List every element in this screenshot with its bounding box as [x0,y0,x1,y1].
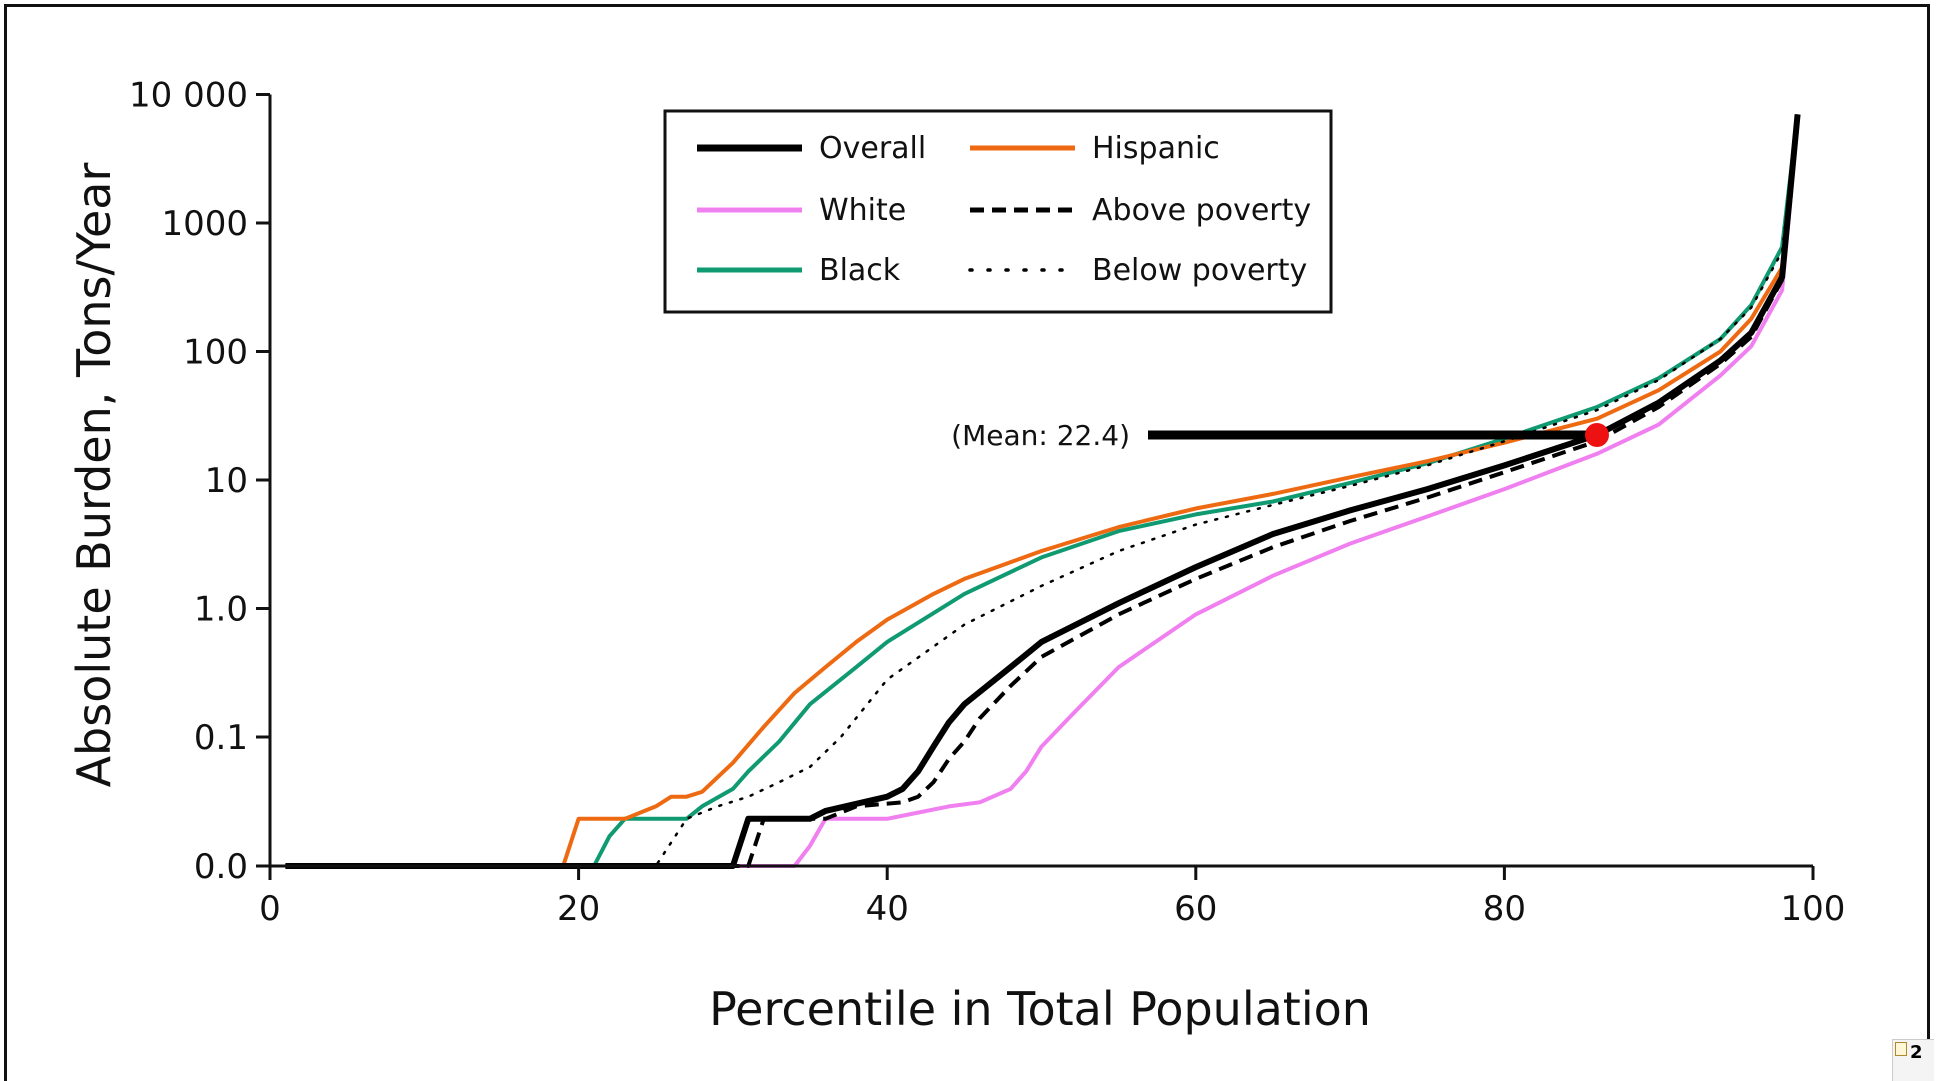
axes: 0 20 40 60 80 100 0.0 0.1 1.0 10 100 1000 10 000 [129,76,1845,930]
x-tick-label: 0 [259,889,281,929]
corner-count: 2 [1910,1042,1923,1063]
y-tick-label: 0.0 [194,847,248,887]
mean-marker [1584,422,1609,447]
legend-label-white: White [819,193,906,228]
clipboard-icon [1895,1042,1907,1056]
x-tick-label: 40 [866,889,909,929]
legend-label-below-poverty: Below poverty [1092,253,1307,288]
legend-items: Overall White Black Hispanic Above poverty Be… [697,131,1311,288]
series-line-hispanic [285,114,1800,868]
y-tick-label: 10 000 [129,76,248,116]
x-ticks: 0 20 40 60 80 100 [259,866,1845,929]
legend-label-overall: Overall [819,131,926,166]
x-tick-label: 20 [557,889,600,929]
plot-lines [284,113,1801,869]
x-tick-label: 80 [1483,889,1526,929]
series-line-overall [285,114,1801,869]
legend-label-above-poverty: Above poverty [1092,193,1311,228]
y-tick-label: 1000 [161,204,248,244]
y-tick-label: 100 [183,333,248,373]
corner-notification-widget[interactable]: 2 [1892,1039,1934,1081]
y-ticks: 0.0 0.1 1.0 10 100 1000 10 000 [129,76,270,887]
mean-annotation: (Mean: 22.4) [951,419,1609,452]
y-tick-label: 10 [205,461,248,501]
x-tick-label: 60 [1174,889,1217,929]
mean-annotation-label: (Mean: 22.4) [951,419,1130,452]
y-tick-label: 1.0 [194,590,248,630]
x-tick-label: 100 [1781,889,1846,929]
legend: Overall White Black Hispanic Above poverty Be… [663,109,1333,314]
y-axis-title: Absolute Burden, Tons/Year [67,163,121,788]
legend-label-hispanic: Hispanic [1092,131,1220,166]
y-tick-label: 0.1 [194,718,248,758]
legend-label-black: Black [819,253,901,288]
series-line-white [285,122,1800,868]
x-axis-title: Percentile in Total Population [709,982,1371,1036]
